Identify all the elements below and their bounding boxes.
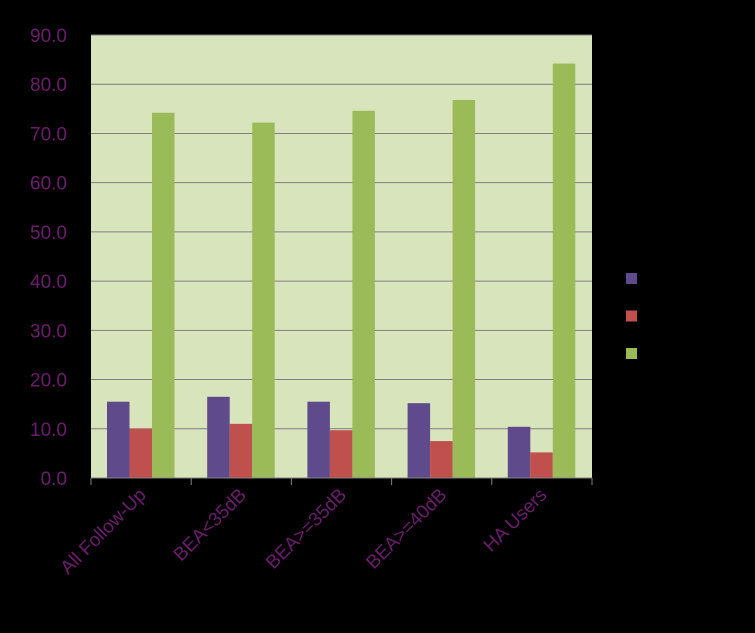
- y-tick-label: 40.0: [30, 272, 67, 293]
- bar: [129, 428, 152, 478]
- y-tick-label: 10.0: [30, 420, 67, 441]
- bar: [452, 99, 476, 479]
- bar: [329, 430, 353, 478]
- x-tick-label: BEA<35dB: [170, 485, 251, 566]
- bar: [207, 396, 230, 478]
- y-axis-ticks: 0.0 10.0 20.0 30.0 40.0 50.0 60.0 70.0 80.0 90.0: [30, 26, 67, 490]
- bar: [530, 452, 553, 478]
- legend-swatch: [626, 310, 637, 322]
- y-tick-label: 80.0: [30, 75, 67, 96]
- x-tick-label: BEA>=40dB: [362, 485, 451, 574]
- bar: [407, 403, 431, 478]
- bar: [152, 112, 175, 478]
- x-tick-label: All Follow-Up: [57, 485, 151, 579]
- x-tick-label: BEA>=35dB: [262, 485, 351, 574]
- bar: [229, 423, 253, 478]
- bar: [552, 63, 576, 478]
- y-tick-label: 90.0: [30, 26, 67, 47]
- bar: [352, 110, 375, 479]
- legend-swatch: [626, 348, 637, 359]
- x-tick-label: HA Users: [480, 485, 552, 557]
- legend: [626, 273, 637, 359]
- x-axis-ticks: All Follow-Up BEA<35dB BEA>=35dB BEA>=40dB H…: [57, 485, 552, 579]
- bars: [107, 63, 576, 479]
- y-tick-label: 50.0: [30, 223, 67, 244]
- y-tick-label: 70.0: [30, 124, 67, 145]
- legend-swatch: [626, 273, 637, 284]
- axes: [90, 477, 593, 485]
- bar: [307, 401, 330, 478]
- y-tick-label: 30.0: [30, 321, 67, 342]
- bar: [507, 426, 531, 478]
- bar: [107, 401, 130, 478]
- bar: [252, 122, 275, 479]
- bar: [430, 441, 453, 478]
- y-tick-label: 60.0: [30, 174, 67, 195]
- y-tick-label: 20.0: [30, 371, 67, 392]
- y-tick-label: 0.0: [41, 469, 67, 490]
